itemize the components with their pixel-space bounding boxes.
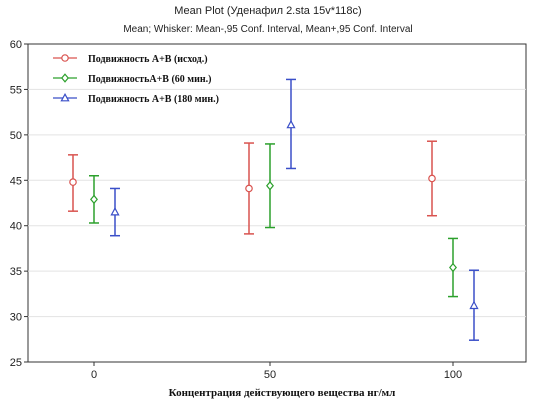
mean-marker-triangle — [60, 92, 70, 102]
legend-label: Подвижность А+В (180 мин.) — [88, 94, 219, 105]
plot-area — [27, 43, 527, 363]
mean-marker-circle — [428, 174, 436, 183]
series-2 — [110, 78, 479, 341]
legend-item-1: ПодвижностьА+В (60 мин.) — [53, 73, 211, 85]
y-tick-label: 55 — [10, 84, 22, 96]
grid-lines — [28, 88, 526, 318]
mean-marker-diamond — [449, 262, 457, 273]
series-0 — [68, 140, 437, 235]
legend-label: ПодвижностьА+В (60 мин.) — [88, 74, 211, 85]
mean-marker-triangle — [469, 300, 479, 310]
x-tick-label: 0 — [91, 369, 97, 381]
mean-marker-circle — [61, 54, 69, 62]
mean-marker-diamond — [90, 194, 98, 205]
x-tick-label: 50 — [264, 369, 276, 381]
legend-item-2: Подвижность А+В (180 мин.) — [53, 92, 219, 105]
y-tick-label: 40 — [10, 221, 22, 233]
legend: Подвижность А+В (исход.) ПодвижностьА+В (… — [53, 54, 219, 105]
y-tick-label: 30 — [10, 312, 22, 324]
mean-marker-triangle — [110, 207, 120, 216]
legend-label: Подвижность А+В (исход.) — [88, 54, 208, 65]
mean-marker-circle — [69, 178, 77, 186]
x-tick-label: 100 — [444, 369, 462, 381]
mean-marker-diamond — [61, 73, 69, 83]
x-axis-label: Концентрация действующего вещества нг/мл — [169, 387, 396, 399]
y-tick-label: 60 — [10, 39, 22, 51]
mean-marker-triangle — [286, 119, 296, 129]
chart-subtitle: Mean; Whisker: Mean-,95 Conf. Interval, … — [123, 24, 412, 35]
chart-title: Mean Plot (Уденафил 2.sta 15v*118c) — [174, 5, 361, 17]
series-1 — [89, 143, 458, 298]
mean-marker-circle — [245, 184, 253, 193]
y-tick-label: 25 — [10, 357, 22, 369]
axes: 25 30 35 40 45 50 55 60 0 50 100 — [10, 39, 462, 381]
legend-item-0: Подвижность А+В (исход.) — [53, 54, 208, 65]
y-tick-label: 45 — [10, 175, 22, 187]
y-tick-label: 35 — [10, 266, 22, 278]
series — [68, 78, 479, 341]
mean-marker-diamond — [266, 181, 274, 191]
y-tick-label: 50 — [10, 130, 22, 142]
